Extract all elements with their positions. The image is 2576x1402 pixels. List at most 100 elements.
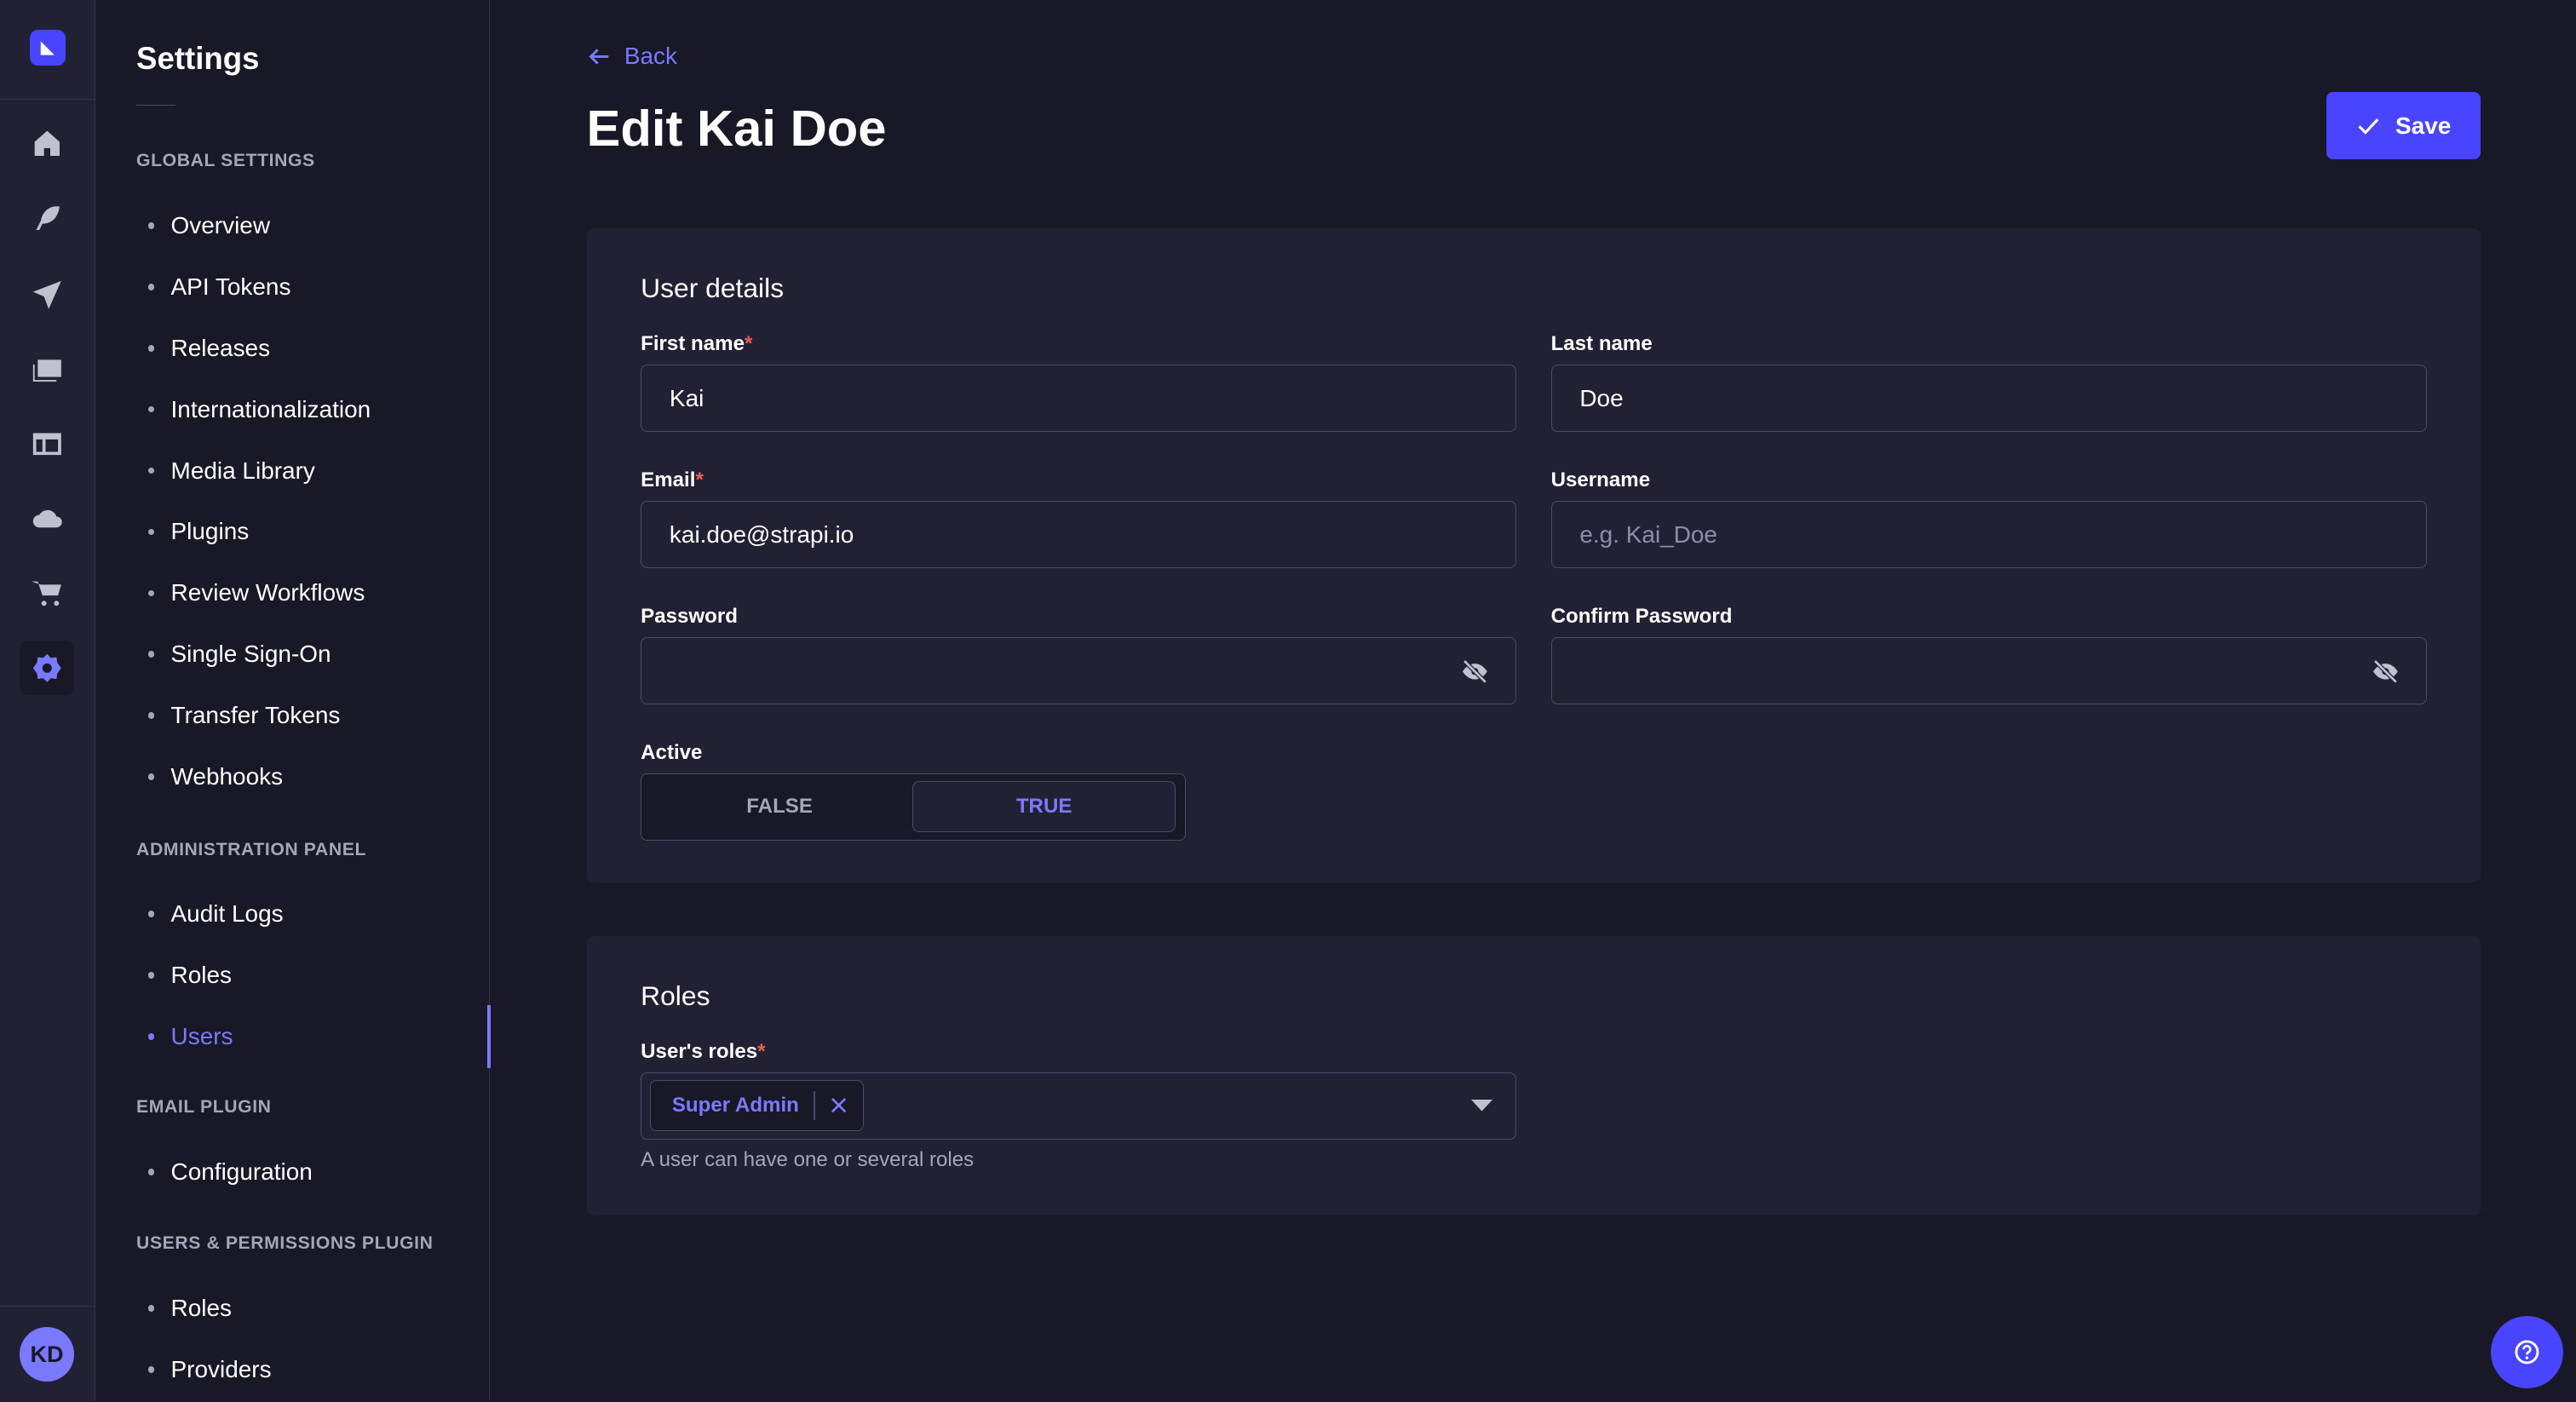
active-toggle[interactable]: FALSE TRUE (641, 773, 1187, 842)
bullet (147, 405, 155, 413)
bullet (147, 344, 155, 352)
nav-images[interactable] (20, 342, 74, 396)
subnav-item-label: Review Workflows (170, 579, 365, 606)
subnav-item-label: Plugins (170, 518, 250, 545)
save-button[interactable]: Save (2326, 92, 2481, 160)
cart-icon (31, 581, 61, 606)
first-name-input[interactable]: Kai (641, 365, 1517, 433)
subnav-item-label: Overview (170, 211, 271, 238)
bullet (147, 971, 155, 979)
username-input[interactable]: e.g. Kai_Doe (1550, 501, 2427, 569)
paper-plane-icon (32, 280, 61, 309)
nav-cloud[interactable] (20, 491, 74, 546)
bullet (147, 1304, 155, 1312)
subnav-item-internationalization[interactable]: Internationalization (147, 396, 371, 423)
bullet (147, 1365, 155, 1373)
email-input[interactable]: kai.doe@strapi.io (641, 501, 1517, 569)
save-label: Save (2395, 112, 2452, 139)
subnav-item-transfer-tokens[interactable]: Transfer Tokens (147, 702, 341, 729)
subnav-item-roles[interactable]: Roles (147, 961, 232, 989)
subnav-item-webhooks[interactable]: Webhooks (147, 763, 283, 790)
close-icon[interactable] (831, 1097, 847, 1113)
layout-icon (32, 433, 61, 456)
subnav-item-label: Releases (170, 334, 271, 361)
roles-select[interactable]: Super Admin (641, 1072, 1517, 1141)
subnav-item-label: Users (170, 1022, 233, 1049)
subnav-item-users[interactable]: Users (147, 1022, 233, 1050)
bullet (147, 467, 155, 474)
subnav-item-label: Transfer Tokens (170, 702, 341, 729)
page-title: Edit Kai Doe (586, 99, 887, 157)
subnav-section-label: ADMINISTRATION PANEL (136, 839, 366, 859)
strapi-logo[interactable]: ◣ (29, 29, 66, 66)
role-tag: Super Admin (649, 1080, 865, 1131)
subnav-item-label: Providers (170, 1355, 272, 1382)
subnav-item-label: Configuration (170, 1158, 313, 1185)
bullet (147, 589, 155, 597)
subnav-item-single-sign-on[interactable]: Single Sign-On (147, 641, 331, 668)
subnav-item-providers[interactable]: Providers (147, 1355, 272, 1383)
divider (0, 98, 95, 100)
divider (814, 1090, 816, 1121)
subnav-item-audit-logs[interactable]: Audit Logs (147, 899, 284, 928)
subnav-item-label: API Tokens (170, 273, 291, 300)
nav-feather[interactable] (20, 191, 74, 245)
chevron-down-icon[interactable] (1471, 1100, 1493, 1112)
password-label: Password (641, 604, 738, 628)
toggle-false-option[interactable]: FALSE (746, 794, 813, 818)
nav-cart[interactable] (20, 566, 74, 621)
subnav-item-media-library[interactable]: Media Library (147, 457, 315, 485)
nav-cog[interactable] (20, 641, 74, 695)
back-link[interactable]: Back (587, 43, 677, 70)
user-details-card: User details First name* Kai Last name D… (586, 228, 2481, 882)
cloud-icon (32, 509, 62, 528)
avatar[interactable]: KD (20, 1327, 74, 1382)
subnav-item-releases[interactable]: Releases (147, 334, 271, 362)
roles-label: User's roles* (641, 1039, 766, 1063)
settings-subnav: Settings GLOBAL SETTINGS Overview API Toke… (95, 0, 491, 1402)
arrow-left-icon (588, 48, 608, 65)
nav-layout[interactable] (20, 417, 74, 472)
images-icon (32, 359, 61, 382)
question-icon (2515, 1340, 2539, 1365)
confirm-password-label: Confirm Password (1550, 604, 1733, 628)
subnav-item-label: Roles (170, 961, 232, 988)
password-input[interactable] (641, 637, 1517, 705)
divider (0, 1306, 95, 1307)
active-label: Active (641, 740, 703, 764)
subnav-item-plugins[interactable]: Plugins (147, 518, 250, 545)
subnav-item-configuration[interactable]: Configuration (147, 1158, 313, 1186)
feather-icon (36, 206, 60, 231)
role-tag-label: Super Admin (671, 1093, 799, 1117)
last-name-input[interactable]: Doe (1550, 365, 2427, 433)
divider (136, 105, 176, 106)
subnav-title: Settings (136, 41, 260, 77)
bullet (147, 773, 155, 781)
subnav-section-label: GLOBAL SETTINGS (136, 151, 315, 171)
help-button[interactable] (2490, 1315, 2563, 1388)
subnav-item-api-tokens[interactable]: API Tokens (147, 273, 291, 301)
eye-striked-icon[interactable] (2372, 658, 2400, 686)
confirm-password-input[interactable] (1550, 637, 2427, 705)
subnav-section-label: USERS & PERMISSIONS PLUGIN (136, 1233, 434, 1254)
subnav-item-overview[interactable]: Overview (147, 211, 271, 239)
nav-home[interactable] (20, 117, 74, 171)
subnav-item-review-workflows[interactable]: Review Workflows (147, 579, 365, 606)
roles-hint: A user can have one or several roles (641, 1148, 975, 1172)
nav-paper-plane[interactable] (20, 267, 74, 322)
subnav-section-label: EMAIL PLUGIN (136, 1097, 272, 1118)
bullet (147, 528, 155, 536)
home-icon (34, 131, 60, 157)
bullet (147, 1032, 155, 1040)
subnav-item-roles[interactable]: Roles (147, 1294, 232, 1322)
eye-striked-icon[interactable] (1461, 658, 1489, 686)
toggle-true-option[interactable]: TRUE (912, 781, 1176, 832)
main-nav-rail: ◣ KD (0, 0, 95, 1402)
subnav-item-label: Audit Logs (170, 899, 284, 927)
bullet (147, 911, 155, 917)
subnav-item-label: Roles (170, 1294, 232, 1321)
bullet (147, 1168, 155, 1175)
section-title: Roles (641, 980, 710, 1012)
subnav-item-label: Single Sign-On (170, 641, 331, 668)
bullet (147, 283, 155, 290)
